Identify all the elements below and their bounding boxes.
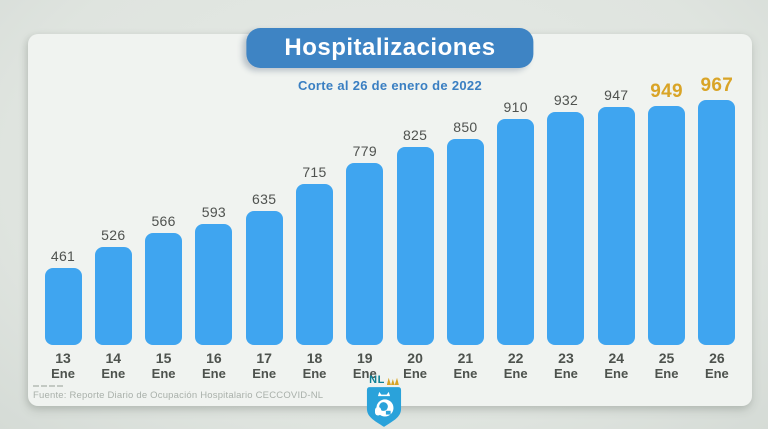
x-tick-month: Ene [101,366,126,381]
nl-logo-text: NL [369,374,385,386]
x-tick-day: 14 [105,350,122,366]
x-tick-day: 18 [306,350,323,366]
bar [195,224,233,345]
nl-shield-icon [366,387,402,427]
x-tick-month: Ene [201,366,226,381]
bar [295,184,333,345]
bar-value-label: 967 [700,75,734,96]
source-note: Fuente: Reporte Diario de Ocupación Hosp… [33,390,324,401]
x-tick-month: Ene [503,366,528,381]
x-tick-day: 21 [457,350,474,366]
bar-chart: 461 13 Ene 526 14 Ene 566 15 Ene 593 16 Ene 635 17 Ene… [38,70,742,382]
bar [396,147,434,345]
bar-value-label: 526 [101,227,126,243]
nl-logo-gold-mark-icon [386,377,399,385]
x-tick-month: Ene [252,366,277,381]
bar-column: 850 21 Ene [440,119,490,382]
source-divider [33,385,63,387]
bar-value-label: 461 [50,248,76,264]
x-tick-day: 13 [55,350,71,366]
x-tick-month: Ene [403,366,427,381]
bar-column: 593 16 Ene [189,204,239,382]
bar [547,112,585,345]
bar-value-label: 947 [604,87,629,103]
bar-column: 635 17 Ene [239,191,289,382]
x-tick-month: Ene [554,366,578,381]
bar-column: 932 23 Ene [541,92,591,382]
x-tick-day: 23 [558,350,574,366]
x-tick-day: 24 [608,350,625,366]
bar-value-label: 566 [151,213,176,229]
bar-value-label: 779 [352,143,377,159]
nl-government-logo: NL [366,375,402,428]
bar-value-label: 715 [302,164,327,180]
x-tick-day: 15 [155,350,172,366]
chart-subtitle: Corte al 26 de enero de 2022 [298,78,482,93]
x-tick-day: 25 [658,350,675,366]
bar [648,106,686,345]
x-tick-month: Ene [704,366,729,381]
x-tick-day: 26 [709,350,725,366]
bar-value-label: 932 [553,92,579,108]
x-tick-day: 19 [356,350,373,366]
bar-column: 526 14 Ene [88,227,138,382]
bar-column: 949 25 Ene [642,81,692,382]
x-tick-month: Ene [51,366,75,381]
x-tick-month: Ene [151,366,176,381]
x-tick-month: Ene [604,366,629,381]
x-tick-month: Ene [654,366,679,381]
x-tick-day: 22 [507,350,524,366]
bar [44,268,82,345]
bar-column: 461 13 Ene [38,248,88,382]
bar [94,247,132,345]
bar-value-label: 635 [252,191,277,207]
bar-value-label: 949 [650,81,683,102]
x-tick-day: 17 [256,350,272,366]
bar [145,233,183,345]
bar-column: 715 18 Ene [289,164,339,382]
bar [497,119,535,345]
x-tick-day: 20 [407,350,423,366]
bar [346,163,384,345]
chart-card: Hospitalizaciones Corte al 26 de enero d… [28,28,752,406]
bar-value-label: 825 [402,127,428,143]
bar-column: 967 26 Ene [692,75,742,382]
bar-value-label: 850 [453,119,478,135]
bar-value-label: 593 [201,204,227,220]
bar-column: 779 19 Ene [340,143,390,382]
nl-logo-wordmark: NL [369,374,399,386]
bar-column: 825 20 Ene [390,127,440,382]
bar-column: 910 22 Ene [491,99,541,382]
bar [597,107,635,345]
x-tick-month: Ene [302,366,327,381]
x-tick-month: Ene [453,366,478,381]
bar-column: 947 24 Ene [591,87,641,382]
x-tick-month: Ene [352,366,377,381]
bar-value-label: 910 [503,99,528,115]
bar [245,211,283,345]
bar-column: 566 15 Ene [139,213,189,382]
bar [446,139,484,345]
bar [698,100,736,345]
x-tick-day: 16 [206,350,222,366]
chart-title: Hospitalizaciones [246,28,534,68]
